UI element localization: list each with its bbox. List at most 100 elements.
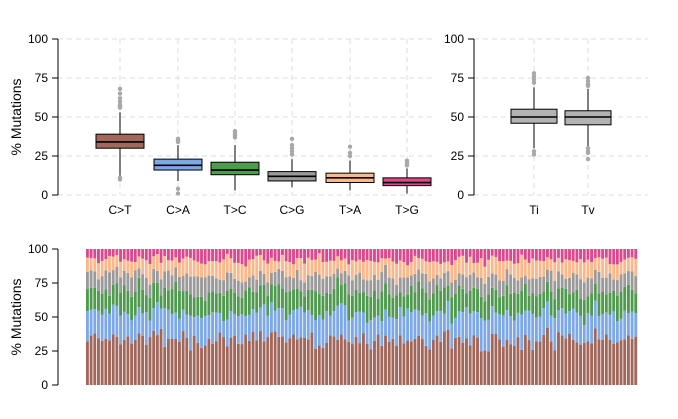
segment-T>A [534,260,538,280]
segment-T>A [557,257,560,272]
y-tick-label-100: 100 [28,32,48,46]
segment-C>T [560,335,564,385]
segment-C>T [343,339,347,385]
sample-bar-99 [446,249,450,385]
sample-bar-91 [417,249,421,385]
segment-C>A [450,323,454,349]
sample-bar-50 [266,249,270,385]
segment-C>A [557,310,560,333]
segment-T>A [211,261,214,276]
segment-T>A [108,255,111,273]
segment-T>A [376,262,380,280]
segment-C>A [170,314,174,339]
segment-C>T [634,336,638,385]
segment-C>A [546,301,549,328]
segment-T>G [203,249,207,265]
segment-C>T [435,335,439,385]
segment-T>C [608,292,612,315]
segment-T>G [608,249,612,265]
segment-C>G [553,281,557,300]
segment-C>G [295,269,299,289]
segment-T>C [295,288,299,309]
segment-C>T [225,346,229,385]
segment-C>G [487,276,490,295]
segment-T>A [612,264,616,280]
segment-C>G [211,275,214,292]
segment-C>G [387,277,391,295]
segment-T>C [273,285,277,311]
segment-C>A [579,315,582,345]
segment-T>G [435,249,439,262]
segment-C>A [391,317,395,339]
segment-T>C [384,283,387,310]
segment-T>C [501,295,505,316]
segment-C>T [439,341,443,385]
segment-T>A [505,260,509,270]
segment-C>A [89,309,93,336]
outlier-T>A-1 [347,150,353,156]
segment-T>G [369,249,373,261]
segment-C>G [141,274,145,290]
segment-T>C [141,289,145,314]
segment-C>T [218,332,222,385]
segment-T>C [266,295,270,316]
segment-C>A [634,313,638,337]
segment-C>G [155,270,159,283]
sample-bar-3 [93,249,97,385]
segment-T>A [413,255,417,274]
segment-C>T [457,336,461,385]
segment-T>G [292,249,295,265]
segment-C>T [501,346,505,385]
segment-T>C [97,290,100,311]
segment-C>A [362,312,365,334]
segment-C>A [181,309,185,332]
segment-T>A [130,261,134,278]
segment-T>G [163,249,167,256]
sample-bar-132 [568,249,571,385]
sample-bar-86 [398,249,402,385]
segment-C>T [233,335,237,385]
sample-bar-137 [586,249,590,385]
segment-C>A [155,302,159,336]
segment-T>C [292,289,295,311]
segment-C>G [196,276,200,297]
segment-T>G [568,249,571,261]
sample-bar-78 [369,249,373,385]
segment-T>G [546,249,549,258]
segment-C>A [516,312,520,338]
segment-C>A [369,320,373,350]
segment-T>A [284,261,288,278]
segment-C>T [446,329,450,385]
segment-T>C [417,281,421,311]
segment-T>C [406,294,410,309]
segment-C>G [222,280,226,296]
sample-bar-24 [170,249,174,385]
segment-C>T [133,339,137,385]
segment-C>G [148,284,152,298]
segment-C>G [634,276,638,294]
segment-C>T [413,338,417,385]
segment-C>A [185,314,189,339]
segment-C>G [619,274,623,292]
segment-C>A [439,310,443,342]
sample-bar-117 [512,249,516,385]
segment-C>T [189,350,192,385]
segment-T>A [310,259,314,277]
segment-T>C [148,297,152,321]
segment-T>A [380,258,384,273]
segment-C>G [93,271,97,288]
segment-C>T [442,331,446,385]
segment-C>G [384,264,387,284]
segment-T>C [332,289,336,312]
sample-bar-141 [601,249,605,385]
segment-C>G [255,279,259,293]
segment-T>G [251,249,255,260]
segment-C>G [527,279,531,296]
segment-T>G [615,249,619,265]
segment-C>A [431,315,435,341]
segment-C>T [258,331,262,385]
segment-T>A [365,260,369,281]
sample-bar-148 [626,249,630,385]
segment-C>G [229,272,233,289]
sample-bar-23 [166,249,170,385]
